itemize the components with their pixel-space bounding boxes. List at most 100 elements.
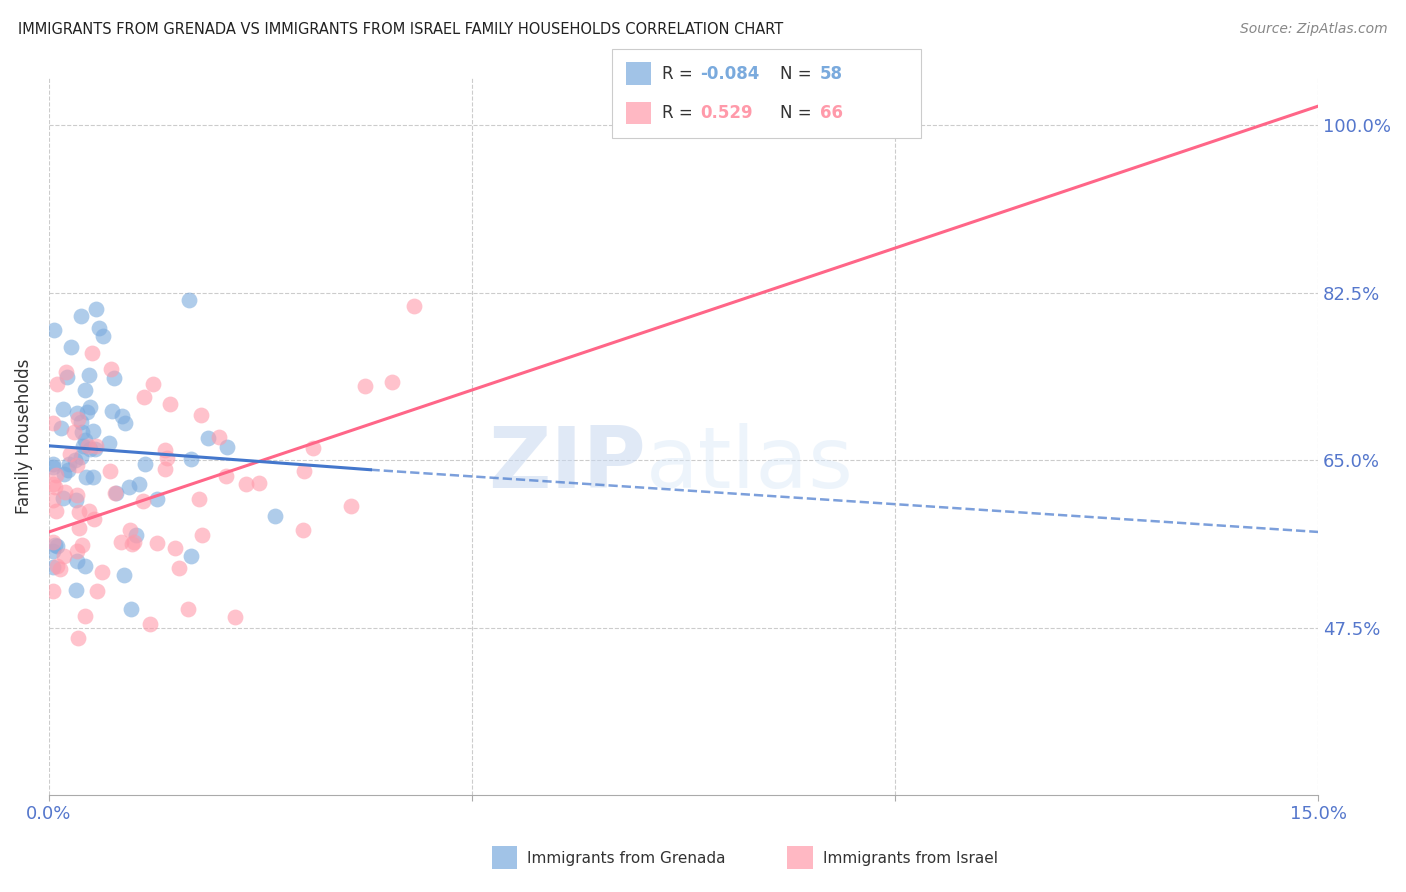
Point (42, 477, 65, 491)
Point (56, 463, 79, 477)
Point (46, 539, 69, 553)
Text: N =: N = (780, 104, 817, 122)
Point (53, 549, 76, 564)
Point (46, 377, 69, 392)
Point (66, 543, 89, 558)
Point (42, 457, 65, 471)
Text: 0.529: 0.529 (700, 104, 752, 122)
Point (159, 397, 181, 411)
Point (58, 457, 80, 471)
Point (110, 535, 132, 549)
Point (66, 631, 89, 645)
Point (82, 469, 104, 483)
Text: N =: N = (780, 65, 817, 83)
Point (404, 300, 426, 314)
Point (247, 475, 270, 490)
Point (45, 468, 67, 483)
Point (89, 320, 111, 334)
Text: 66: 66 (820, 104, 842, 122)
Point (77, 368, 100, 382)
Point (340, 499, 363, 513)
Point (302, 441, 325, 455)
Point (59, 447, 82, 461)
Point (51, 491, 73, 505)
Y-axis label: Family Households: Family Households (15, 359, 32, 514)
Point (118, 480, 141, 494)
Point (70, 310, 93, 324)
Point (224, 610, 246, 624)
Point (84, 302, 107, 317)
Text: 58: 58 (820, 65, 842, 83)
Point (179, 293, 201, 308)
Point (65, 488, 87, 502)
Point (190, 528, 212, 542)
Point (82, 425, 104, 439)
Point (91, 328, 114, 343)
Point (120, 602, 142, 616)
Point (75, 559, 97, 574)
Point (77, 439, 100, 453)
Point (42, 560, 65, 574)
Point (56, 370, 79, 384)
Point (70, 425, 93, 439)
Point (42, 417, 65, 431)
Point (103, 371, 125, 385)
Point (45, 504, 67, 518)
Point (86, 583, 108, 598)
Point (42, 583, 65, 598)
Point (153, 462, 176, 476)
Point (180, 451, 202, 466)
Point (134, 457, 156, 471)
Point (75, 470, 97, 484)
Point (73, 384, 96, 398)
Point (124, 527, 146, 541)
Point (190, 408, 212, 422)
Point (197, 431, 219, 445)
Point (291, 523, 314, 537)
Point (49, 421, 72, 435)
Text: IMMIGRANTS FROM GRENADA VS IMMIGRANTS FROM ISRAEL FAMILY HOUSEHOLDS CORRELATION : IMMIGRANTS FROM GRENADA VS IMMIGRANTS FR… (18, 22, 783, 37)
Point (63, 425, 86, 440)
Point (55, 365, 77, 379)
Point (177, 602, 200, 616)
Point (188, 492, 211, 507)
Point (65, 554, 87, 568)
Point (70, 538, 93, 552)
Point (48, 562, 70, 576)
Point (53, 467, 76, 481)
Point (60, 340, 83, 354)
Point (42, 544, 65, 558)
Point (128, 477, 150, 491)
Point (69, 450, 91, 464)
Point (292, 464, 315, 478)
Point (101, 404, 124, 418)
Point (139, 616, 162, 631)
Point (112, 568, 135, 582)
Point (73, 609, 96, 624)
Point (66, 412, 89, 426)
Text: -0.084: -0.084 (700, 65, 759, 83)
Point (73, 433, 96, 447)
Point (145, 491, 167, 506)
Point (67, 505, 90, 519)
Point (142, 376, 165, 391)
Point (72, 439, 94, 453)
Point (67, 521, 90, 535)
Point (215, 440, 238, 454)
Point (86, 439, 108, 453)
Text: R =: R = (662, 65, 699, 83)
Point (121, 537, 143, 551)
Point (77, 504, 100, 518)
Point (132, 493, 155, 508)
Point (156, 450, 179, 465)
Point (97, 435, 120, 450)
Point (105, 486, 128, 500)
Point (153, 442, 176, 457)
Point (354, 379, 377, 393)
Point (44, 538, 66, 552)
Text: Source: ZipAtlas.com: Source: ZipAtlas.com (1240, 22, 1388, 37)
Point (124, 535, 146, 549)
Point (45, 559, 67, 574)
Text: ZIP: ZIP (488, 424, 645, 507)
Point (111, 409, 134, 424)
